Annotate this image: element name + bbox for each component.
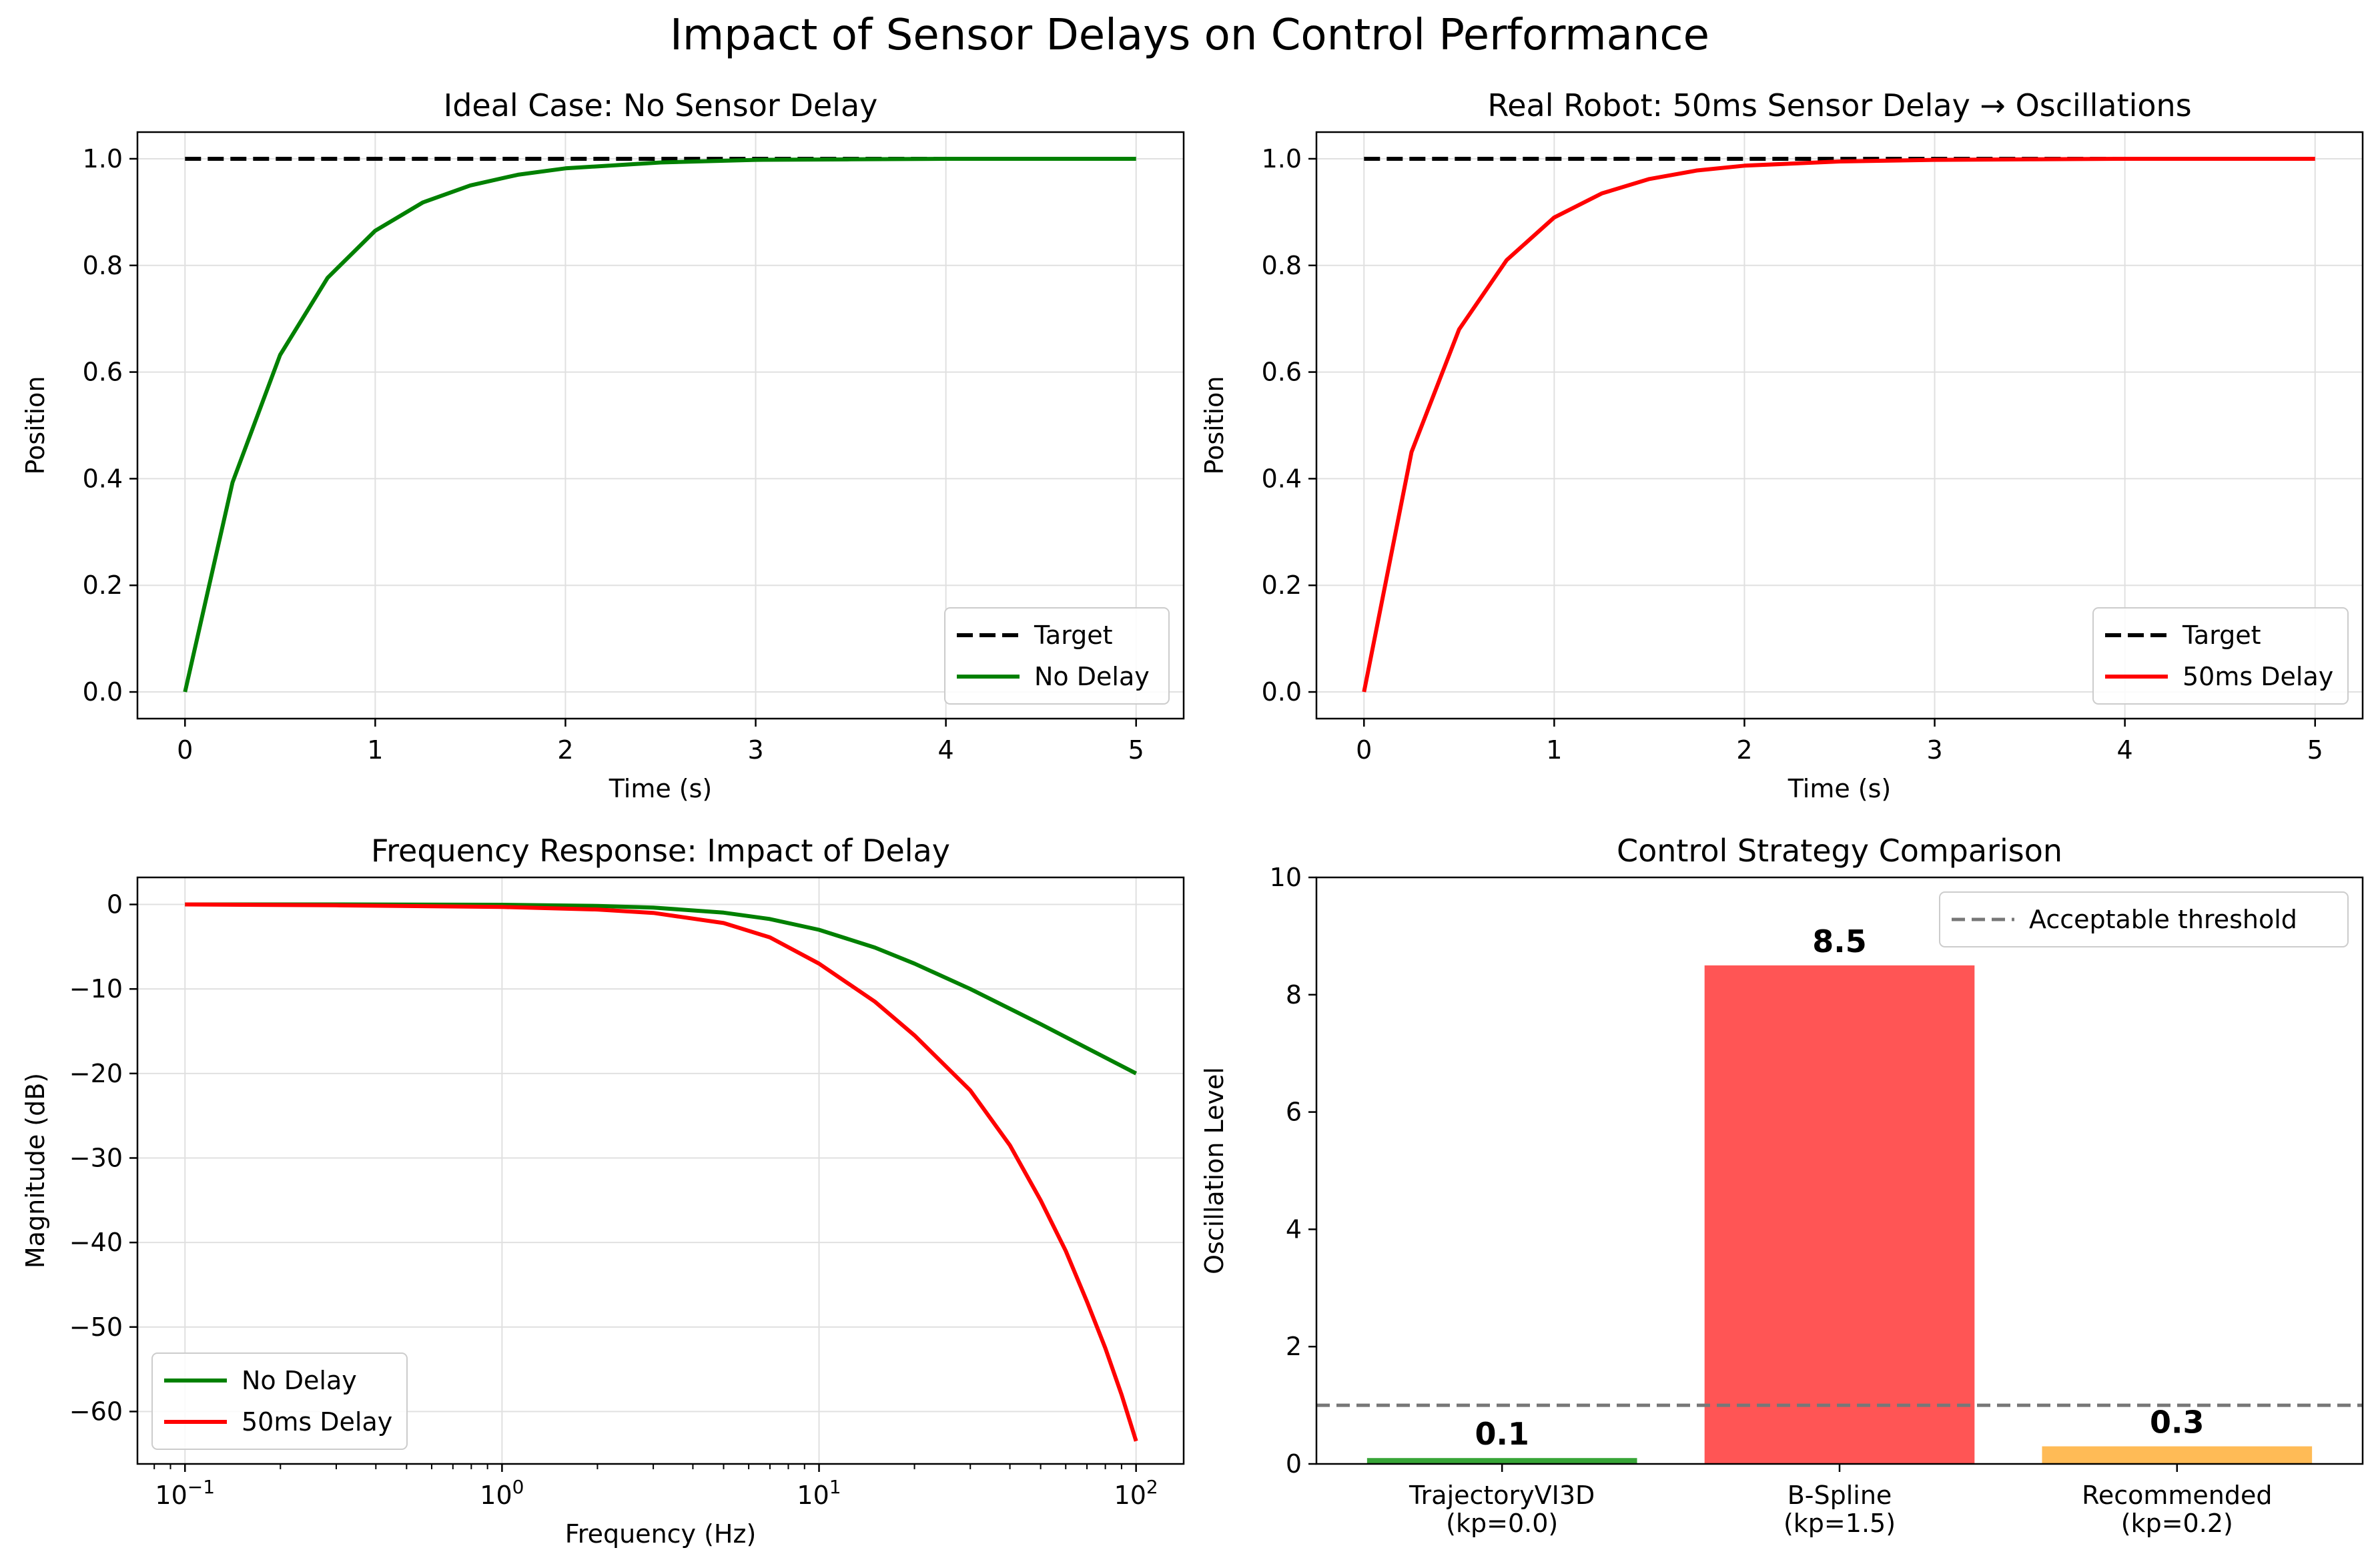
tick-label-y: 10 — [1270, 863, 1302, 892]
tick-label-y: 8 — [1286, 980, 1302, 1010]
tick-label-y: 0 — [107, 890, 123, 919]
tick-label-y: 0.8 — [1262, 251, 1302, 280]
plot-frame — [136, 131, 1185, 720]
tick-label-x: 5 — [1128, 735, 1144, 765]
y-axis-label: Oscillation Level — [1200, 1067, 1229, 1274]
series-line-1 — [183, 157, 1136, 693]
legend-label: Acceptable threshold — [2029, 905, 2297, 934]
tick-label-y: 0.2 — [83, 570, 123, 600]
tick-label-y: 0.0 — [1262, 677, 1302, 707]
tick-label-x: 101 — [797, 1476, 841, 1510]
tick-label-y: 1.0 — [1262, 144, 1302, 173]
tick-label-y: 0.4 — [83, 464, 123, 493]
tick-label-y: 1.0 — [83, 144, 123, 173]
tick-label-x: 3 — [747, 735, 763, 765]
tick-label-y: 6 — [1286, 1098, 1302, 1127]
tick-label-x: 1 — [1546, 735, 1562, 765]
tick-label-y: 0 — [1286, 1449, 1302, 1479]
series-line-0 — [185, 902, 1138, 1076]
panel-title: Ideal Case: No Sensor Delay — [444, 87, 878, 123]
tick-label-x: B-Spline — [1788, 1481, 1892, 1510]
tick-label-x: (kp=1.5) — [1783, 1509, 1896, 1538]
legend-box — [944, 607, 1170, 705]
tick-label-y: 0.8 — [83, 251, 123, 280]
tick-label-x: 10−1 — [155, 1476, 215, 1510]
tick-label-y: 0.6 — [83, 358, 123, 387]
tick-label-x: 4 — [938, 735, 954, 765]
panel-title: Real Robot: 50ms Sensor Delay → Oscillat… — [1487, 87, 2191, 123]
panel-title: Control Strategy Comparison — [1617, 833, 2062, 869]
bar-value-label: 8.5 — [1812, 923, 1867, 959]
tick-label-x: 2 — [1736, 735, 1752, 765]
figure-title: Impact of Sensor Delays on Control Perfo… — [670, 11, 1709, 60]
bar-value-label: 0.1 — [1475, 1416, 1529, 1452]
x-axis-label: Frequency (Hz) — [565, 1519, 757, 1549]
strategy-comparison-panel: 0.1 8.5 0.3 0 2 4 6 8 10 TrajectoryVI3D(kp=0.0) B-… — [1200, 833, 2364, 1538]
legend-box — [151, 1352, 408, 1450]
legend-label: No Delay — [1034, 662, 1150, 691]
series-line-1 — [185, 902, 1138, 1442]
legend-label: Target — [1034, 621, 1113, 650]
tick-label-x: 3 — [1926, 735, 1942, 765]
tick-label-y: −60 — [69, 1397, 123, 1426]
tick-label-y: −50 — [69, 1312, 123, 1342]
tick-label-x: (kp=0.2) — [2121, 1509, 2233, 1538]
tick-label-x: 0 — [1356, 735, 1372, 765]
y-axis-label: Magnitude (dB) — [21, 1073, 50, 1268]
tick-label-y: −40 — [69, 1228, 123, 1257]
bar-1 — [1704, 965, 1975, 1464]
y-axis-label: Position — [21, 376, 50, 475]
tick-label-x: 102 — [1114, 1476, 1158, 1510]
x-axis-label: Time (s) — [609, 774, 713, 803]
legend-label: Target — [2182, 621, 2261, 650]
legend-label: 50ms Delay — [242, 1407, 392, 1437]
y-axis-label: Position — [1200, 376, 1229, 475]
x-axis-label: Time (s) — [1788, 774, 1892, 803]
real-robot-panel: 0.0 0.2 0.4 0.6 0.8 1.0 0 1 2 3 4 5 Real Robot: 50ms… — [1200, 87, 2364, 803]
tick-label-x: (kp=0.0) — [1446, 1509, 1558, 1538]
tick-label-y: 0.2 — [1262, 570, 1302, 600]
tick-label-y: 0.6 — [1262, 358, 1302, 387]
tick-label-x: 2 — [557, 735, 573, 765]
tick-label-x: Recommended — [2082, 1481, 2272, 1510]
tick-label-x: TrajectoryVI3D — [1409, 1481, 1595, 1510]
tick-label-x: 1 — [367, 735, 383, 765]
tick-label-y: 2 — [1286, 1332, 1302, 1361]
tick-label-x: 0 — [177, 735, 193, 765]
tick-label-y: −20 — [69, 1059, 123, 1088]
frequency-response-panel: 0 −10 −20 −30 −40 −50 −60 10−1 100 101 102 Frequenc… — [21, 833, 1185, 1549]
legend-box — [2092, 607, 2349, 705]
tick-label-x: 5 — [2307, 735, 2323, 765]
plot-frame — [136, 876, 1185, 1465]
tick-label-y: 0.4 — [1262, 464, 1302, 493]
legend-label: 50ms Delay — [2183, 662, 2333, 691]
bar-2 — [2042, 1446, 2313, 1464]
bar-value-label: 0.3 — [2150, 1405, 2205, 1441]
panel-title: Frequency Response: Impact of Delay — [371, 833, 950, 869]
series-line-1 — [1362, 157, 2315, 693]
tick-label-y: 0.0 — [83, 677, 123, 707]
plot-frame — [1315, 131, 2364, 720]
legend-box — [1939, 891, 2349, 947]
ideal-case-panel: 0.0 0.2 0.4 0.6 0.8 1.0 0 1 2 3 4 5 Ideal Case: No S… — [21, 87, 1185, 803]
tick-label-y: −30 — [69, 1144, 123, 1173]
tick-label-x: 100 — [480, 1476, 524, 1510]
tick-label-y: −10 — [69, 974, 123, 1004]
bar-0 — [1366, 1458, 1637, 1464]
legend-label: No Delay — [242, 1366, 357, 1395]
tick-label-y: 4 — [1286, 1214, 1302, 1244]
tick-label-x: 4 — [2117, 735, 2133, 765]
